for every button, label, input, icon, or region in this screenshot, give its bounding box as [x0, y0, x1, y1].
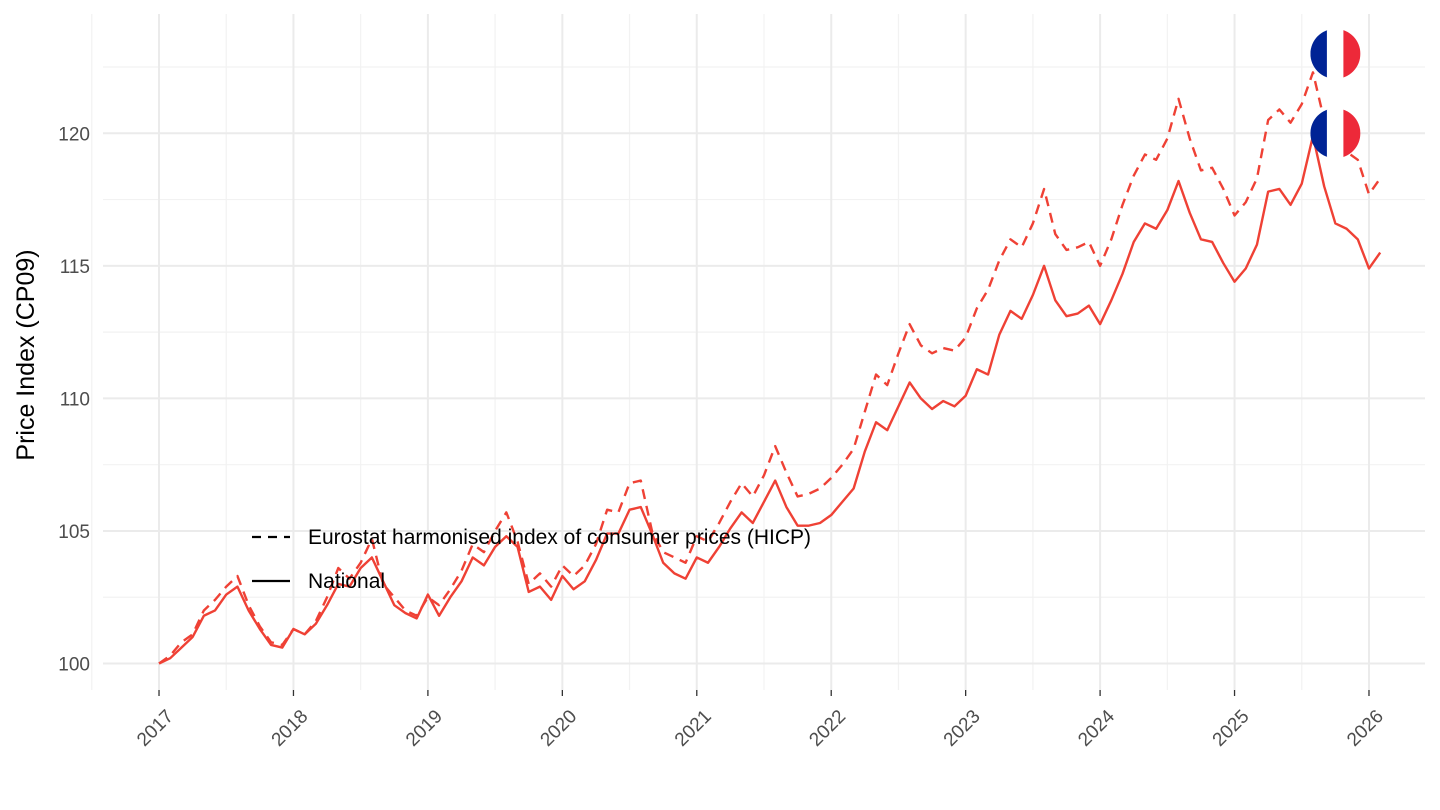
series-line-national — [158, 134, 1382, 665]
flag-stripe-blue — [1310, 28, 1328, 79]
x-tick-label: 2022 — [805, 706, 850, 751]
flag-stripe-white — [1326, 108, 1344, 159]
flag-stripe-blue — [1310, 108, 1328, 159]
y-axis-tick-labels: 100 105 110 115 120 — [58, 124, 90, 675]
x-tick-label: 2021 — [671, 706, 716, 751]
legend: Eurostat harmonised index of consumer pr… — [252, 526, 811, 593]
end-markers — [1310, 28, 1361, 159]
x-axis-tick-labels: 2017 2018 2019 2020 2021 2022 2023 2024 2025 2026 — [133, 706, 1388, 751]
minor-gridlines — [91, 14, 1425, 690]
series-line-hicp — [158, 71, 1382, 665]
legend-label-national: National — [308, 570, 385, 593]
x-tick-label: 2020 — [537, 706, 582, 751]
x-tick-label: 2024 — [1074, 706, 1119, 751]
x-tick-label: 2018 — [268, 706, 313, 751]
y-tick-label: 105 — [58, 522, 90, 543]
x-tick-label: 2019 — [402, 706, 447, 751]
major-gridlines — [103, 14, 1425, 690]
x-tick-label: 2025 — [1209, 706, 1254, 751]
flag-stripe-red — [1343, 108, 1361, 159]
y-tick-label: 120 — [58, 124, 90, 145]
y-axis-title: Price Index (CP09) — [12, 249, 40, 460]
legend-label-hicp: Eurostat harmonised index of consumer pr… — [308, 526, 811, 549]
y-tick-label: 100 — [58, 654, 90, 675]
france-flag-icon — [1310, 108, 1361, 159]
flag-stripe-white — [1326, 28, 1344, 79]
x-axis-ticks — [158, 690, 1370, 696]
series-lines — [158, 71, 1382, 665]
y-tick-label: 110 — [60, 389, 90, 410]
y-tick-label: 115 — [60, 257, 90, 278]
x-tick-label: 2017 — [133, 706, 178, 751]
x-tick-label: 2026 — [1343, 706, 1388, 751]
france-flag-icon — [1310, 28, 1361, 79]
x-tick-label: 2023 — [940, 706, 985, 751]
flag-stripe-red — [1343, 28, 1361, 79]
